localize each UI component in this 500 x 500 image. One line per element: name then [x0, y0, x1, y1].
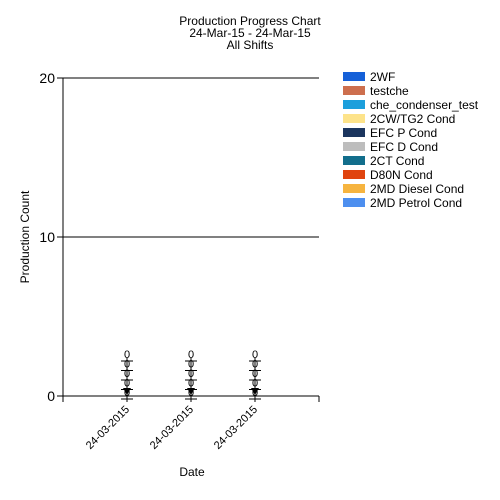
x-tick-label-1: 24-03-2015: [84, 404, 132, 452]
data-marks: 00000 00000 00000: [121, 349, 261, 400]
axes: [57, 78, 319, 402]
legend-swatch: [343, 72, 365, 81]
legend-swatch: [343, 86, 365, 95]
x-tick-labels: 24-03-2015 24-03-2015 24-03-2015: [62, 396, 320, 452]
chart-title-line-3: All Shifts: [227, 38, 274, 52]
data-label-stack-1: 00000: [121, 349, 133, 400]
data-label-stack-3: 00000: [249, 349, 261, 400]
legend-label: 2MD Diesel Cond: [370, 182, 464, 196]
legend-label: 2WF: [370, 70, 395, 84]
legend-item-6: EFC D Cond: [343, 140, 438, 154]
data-label-pointer: [187, 388, 195, 395]
y-axis-label: Production Count: [18, 190, 32, 283]
data-label-1: 0: [124, 349, 130, 361]
legend-label: 2CW/TG2 Cond: [370, 112, 455, 126]
legend-swatch: [343, 128, 365, 137]
legend-item-9: 2MD Diesel Cond: [343, 182, 464, 196]
data-label-pointer: [251, 388, 259, 395]
data-label-pointer: [123, 388, 131, 395]
legend-item-3: che_condenser_test: [343, 98, 479, 112]
legend-swatch: [343, 198, 365, 207]
x-tick-label-2: 24-03-2015: [148, 404, 196, 452]
legend-swatch: [343, 170, 365, 179]
chart-title-line-1: Production Progress Chart: [179, 14, 321, 28]
legend-item-1: 2WF: [343, 70, 395, 84]
y-tick-label-20: 20: [39, 70, 55, 86]
legend-item-2: testche: [343, 84, 409, 98]
legend-item-7: 2CT Cond: [343, 154, 424, 168]
legend-item-4: 2CW/TG2 Cond: [343, 112, 455, 126]
chart-title-line-2: 24-Mar-15 - 24-Mar-15: [189, 26, 311, 40]
legend-item-5: EFC P Cond: [343, 126, 437, 140]
legend-label: 2MD Petrol Cond: [370, 196, 462, 210]
y-tick-labels: 0 10 20: [39, 70, 63, 404]
legend-label: 2CT Cond: [370, 154, 424, 168]
data-label-stack-2: 00000: [185, 349, 197, 400]
data-label-1: 0: [252, 349, 258, 361]
legend-swatch: [343, 156, 365, 165]
legend-label: testche: [370, 84, 409, 98]
legend-swatch: [343, 114, 365, 123]
legend-label: EFC D Cond: [370, 140, 438, 154]
gridlines: [63, 77, 319, 238]
y-tick-label-0: 0: [47, 388, 55, 404]
legend-item-10: 2MD Petrol Cond: [343, 196, 462, 210]
legend-swatch: [343, 184, 365, 193]
y-tick-label-10: 10: [39, 229, 55, 245]
legend-label: che_condenser_test: [370, 98, 479, 112]
legend-label: D80N Cond: [370, 168, 433, 182]
legend-label: EFC P Cond: [370, 126, 437, 140]
x-axis-label: Date: [179, 465, 205, 479]
legend-swatch: [343, 100, 365, 109]
data-label-1: 0: [188, 349, 194, 361]
x-tick-label-3: 24-03-2015: [212, 404, 260, 452]
legend-swatch: [343, 142, 365, 151]
legend-item-8: D80N Cond: [343, 168, 433, 182]
